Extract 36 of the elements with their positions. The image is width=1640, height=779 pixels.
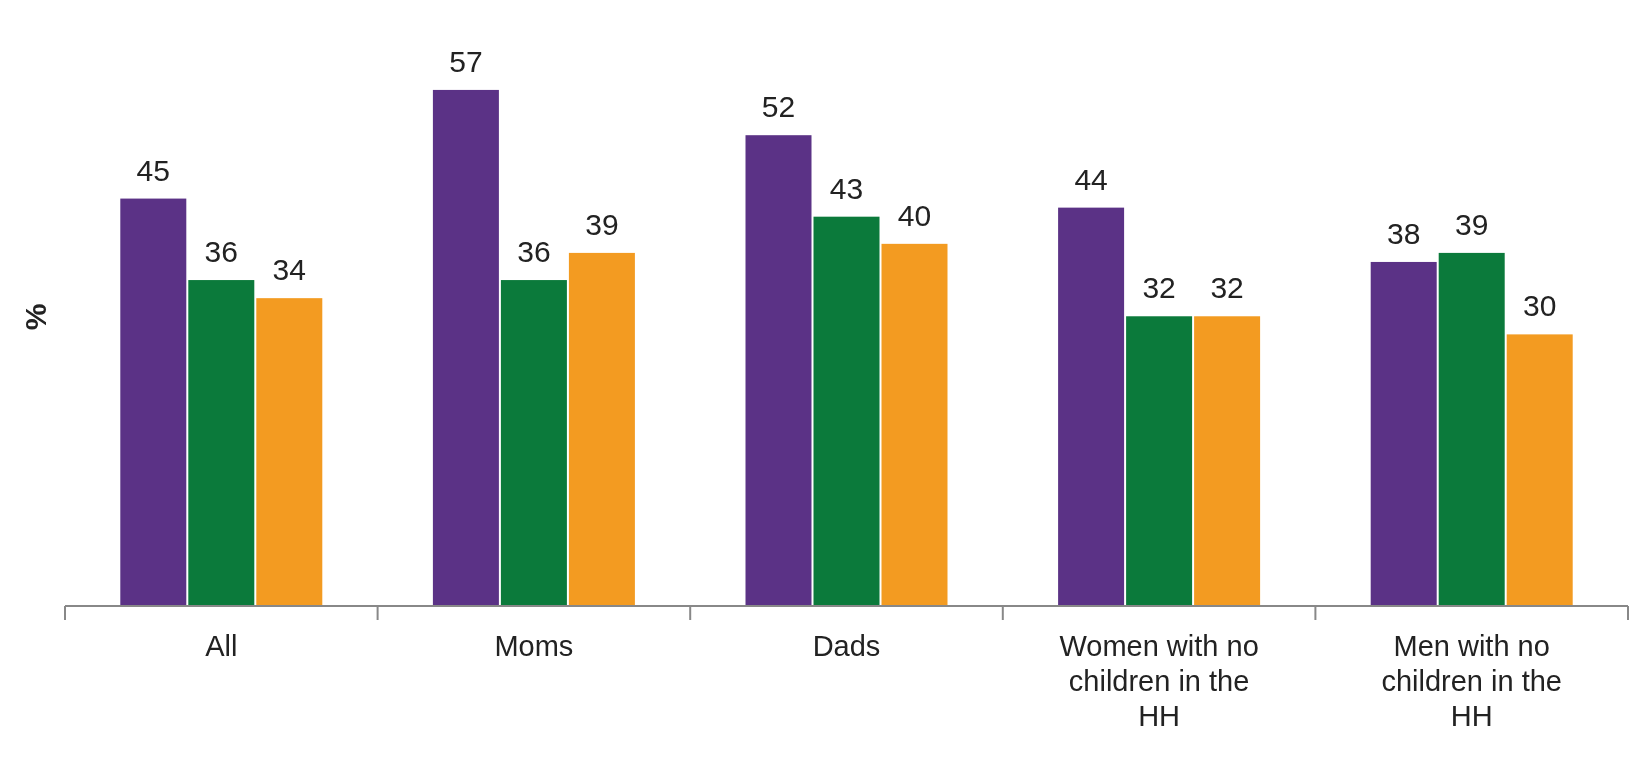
bar bbox=[568, 252, 635, 606]
data-label: 36 bbox=[204, 235, 238, 269]
bar bbox=[1370, 261, 1437, 606]
bar bbox=[1438, 252, 1505, 606]
data-label: 36 bbox=[517, 235, 551, 269]
data-label: 39 bbox=[1455, 207, 1489, 241]
data-label: 44 bbox=[1074, 162, 1108, 196]
data-label: 30 bbox=[1523, 289, 1557, 323]
bar bbox=[1126, 316, 1193, 606]
bar bbox=[256, 298, 323, 606]
x-tick-label: Women with no children in the HH bbox=[1059, 630, 1259, 732]
x-tick-label: All bbox=[205, 630, 238, 662]
data-label: 57 bbox=[449, 44, 483, 78]
bar bbox=[1058, 207, 1125, 606]
data-label: 39 bbox=[585, 207, 619, 241]
x-tick-label: Men with no children in the HH bbox=[1381, 630, 1562, 732]
bar bbox=[1194, 316, 1261, 606]
bar bbox=[745, 135, 812, 606]
data-label: 45 bbox=[136, 153, 170, 187]
data-label: 40 bbox=[897, 198, 932, 232]
data-label: 43 bbox=[829, 171, 864, 205]
bar bbox=[1506, 334, 1573, 606]
data-label: 32 bbox=[1142, 271, 1176, 305]
bar bbox=[813, 216, 880, 606]
bar bbox=[500, 280, 567, 606]
data-label: 52 bbox=[761, 90, 796, 124]
bar bbox=[188, 280, 255, 606]
data-label: 32 bbox=[1210, 271, 1244, 305]
data-label: 38 bbox=[1387, 216, 1421, 250]
bar bbox=[120, 198, 187, 606]
x-tick-label: Moms bbox=[494, 630, 574, 662]
x-tick-label: Dads bbox=[812, 630, 881, 662]
bar bbox=[432, 89, 499, 606]
y-axis-title: % bbox=[19, 303, 52, 331]
bar bbox=[881, 243, 948, 606]
data-label: 34 bbox=[272, 253, 306, 287]
